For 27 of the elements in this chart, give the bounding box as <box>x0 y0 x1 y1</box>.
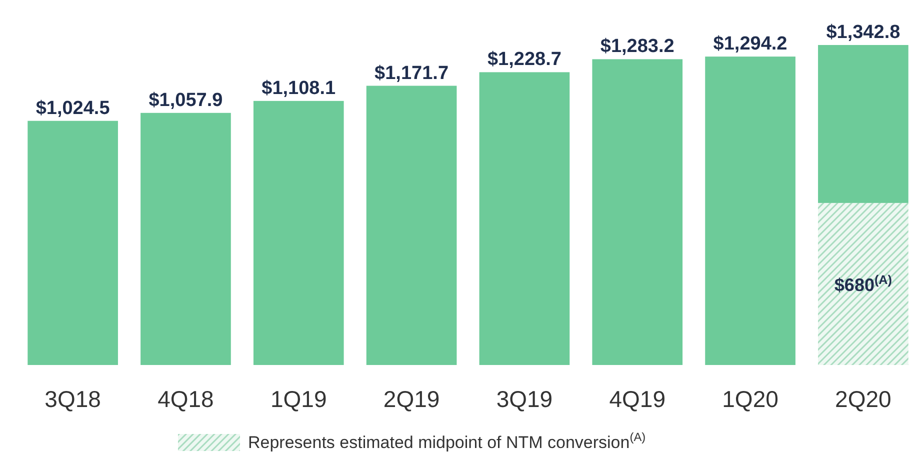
data-label: $680$^{(A)}$ <box>834 272 892 295</box>
x-tick-label: 1Q19 <box>270 386 327 412</box>
total-label: $1,024.5 <box>36 98 110 119</box>
x-tick-label: 2Q19 <box>383 386 440 412</box>
x-tick-label: 3Q19 <box>496 386 553 412</box>
bar <box>818 202 908 365</box>
x-tick-label: 4Q19 <box>609 386 666 412</box>
bar <box>705 56 796 365</box>
bar <box>818 45 908 203</box>
total-label: $1,342.8 <box>826 22 900 43</box>
bar <box>28 120 118 365</box>
total-label: $1,057.9 <box>148 90 223 111</box>
x-tick-label: 4Q18 <box>158 386 214 412</box>
legend-label: Represents estimated midpoint of NTM conversion$^{(A)}$ <box>248 430 646 452</box>
total-label: $1,283.2 <box>600 36 674 58</box>
bar <box>366 86 457 365</box>
bar <box>479 72 570 365</box>
x-tick-label: 1Q20 <box>722 386 778 412</box>
x-tick-label: 2Q20 <box>835 386 892 412</box>
bar <box>253 100 344 365</box>
total-label: $1,228.7 <box>487 49 562 70</box>
bar <box>140 112 231 365</box>
total-label: $1,294.2 <box>713 34 788 55</box>
total-label: $1,108.1 <box>262 78 336 99</box>
x-tick-label: 3Q18 <box>44 386 101 412</box>
bar <box>592 59 683 365</box>
total-label: $1,171.7 <box>374 62 449 84</box>
